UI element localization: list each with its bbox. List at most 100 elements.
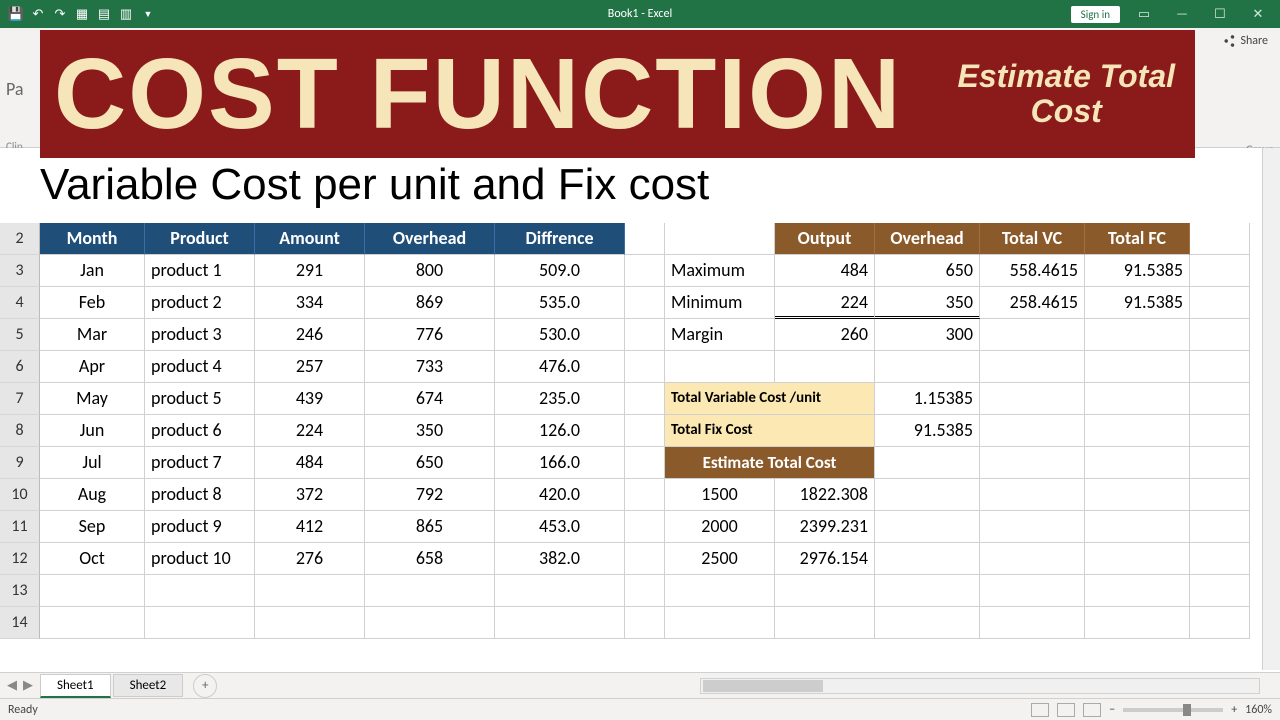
row-header[interactable]: 2 — [0, 223, 40, 255]
cell[interactable]: Oct — [40, 543, 145, 575]
redo-icon[interactable]: ↷ — [52, 6, 68, 22]
cell[interactable] — [1085, 543, 1190, 575]
sheet-tab-active[interactable]: Sheet1 — [40, 674, 111, 698]
cell[interactable] — [1190, 223, 1250, 255]
tab-prev-icon[interactable]: ◀ — [7, 678, 17, 693]
cell[interactable]: 246 — [255, 319, 365, 351]
cell[interactable] — [1085, 607, 1190, 639]
cell[interactable] — [625, 287, 665, 319]
cell[interactable]: 530.0 — [495, 319, 625, 351]
share-button[interactable]: Share — [1222, 34, 1268, 48]
cell[interactable]: 166.0 — [495, 447, 625, 479]
cell[interactable] — [980, 415, 1085, 447]
cell[interactable] — [980, 479, 1085, 511]
cell[interactable] — [1085, 575, 1190, 607]
cell[interactable] — [625, 351, 665, 383]
cell[interactable] — [625, 479, 665, 511]
row-header[interactable]: 8 — [0, 415, 40, 447]
view-normal-icon[interactable] — [1031, 703, 1049, 717]
close-icon[interactable]: ✕ — [1244, 7, 1272, 22]
cell[interactable]: 224 — [255, 415, 365, 447]
cell[interactable] — [625, 511, 665, 543]
cell[interactable]: Minimum — [665, 287, 775, 319]
cell[interactable]: 372 — [255, 479, 365, 511]
cell[interactable]: 350 — [875, 287, 980, 319]
cell[interactable] — [875, 511, 980, 543]
cell[interactable] — [875, 607, 980, 639]
cell[interactable] — [875, 351, 980, 383]
cell[interactable] — [625, 607, 665, 639]
cell[interactable] — [1190, 255, 1250, 287]
cell[interactable]: product 2 — [145, 287, 255, 319]
row-header[interactable]: 10 — [0, 479, 40, 511]
cell[interactable]: Jan — [40, 255, 145, 287]
cell-grid[interactable]: MonthProductAmountOverheadDiffrenceOutpu… — [40, 223, 1260, 639]
cell[interactable] — [875, 479, 980, 511]
cell[interactable] — [980, 607, 1085, 639]
cell[interactable] — [255, 575, 365, 607]
cell[interactable] — [1085, 383, 1190, 415]
row-header[interactable]: 12 — [0, 543, 40, 575]
cell[interactable]: Mar — [40, 319, 145, 351]
cell[interactable]: 558.4615 — [980, 255, 1085, 287]
column-header[interactable]: Overhead — [365, 223, 495, 255]
cell[interactable] — [625, 575, 665, 607]
cell[interactable]: product 1 — [145, 255, 255, 287]
column-header[interactable]: Overhead — [875, 223, 980, 255]
cell[interactable] — [980, 511, 1085, 543]
cell[interactable]: 776 — [365, 319, 495, 351]
cell[interactable]: 350 — [365, 415, 495, 447]
cell[interactable] — [1085, 511, 1190, 543]
cell[interactable]: 484 — [255, 447, 365, 479]
cell[interactable] — [665, 575, 775, 607]
save-icon[interactable]: 💾 — [8, 6, 24, 22]
cell[interactable]: 91.5385 — [1085, 255, 1190, 287]
cell[interactable]: 126.0 — [495, 415, 625, 447]
cell[interactable] — [625, 319, 665, 351]
cell[interactable] — [775, 607, 875, 639]
cell[interactable]: 300 — [875, 319, 980, 351]
cell[interactable]: 2000 — [665, 511, 775, 543]
cell[interactable]: 91.5385 — [1085, 287, 1190, 319]
cell[interactable] — [1085, 479, 1190, 511]
cell[interactable] — [625, 223, 665, 255]
column-header[interactable]: Amount — [255, 223, 365, 255]
zoom-out-button[interactable]: − — [1109, 703, 1115, 717]
row-header[interactable]: 14 — [0, 607, 40, 639]
cell[interactable]: 235.0 — [495, 383, 625, 415]
cell[interactable] — [980, 383, 1085, 415]
cell[interactable]: product 3 — [145, 319, 255, 351]
view-pagebreak-icon[interactable] — [1083, 703, 1101, 717]
qat-dropdown-icon[interactable]: ▼ — [140, 6, 156, 22]
cell[interactable] — [980, 447, 1085, 479]
cell[interactable] — [625, 383, 665, 415]
cell[interactable] — [1190, 607, 1250, 639]
cell[interactable]: product 8 — [145, 479, 255, 511]
cell[interactable]: Apr — [40, 351, 145, 383]
cell[interactable] — [625, 543, 665, 575]
row-header[interactable]: 6 — [0, 351, 40, 383]
column-header[interactable]: Diffrence — [495, 223, 625, 255]
cell[interactable] — [625, 255, 665, 287]
cell[interactable] — [1190, 479, 1250, 511]
cell[interactable]: 260 — [775, 319, 875, 351]
cell[interactable]: 276 — [255, 543, 365, 575]
qat-icon-1[interactable]: ▦ — [74, 6, 90, 22]
column-header[interactable]: Month — [40, 223, 145, 255]
cell[interactable]: 650 — [365, 447, 495, 479]
maximize-icon[interactable]: ☐ — [1206, 7, 1234, 22]
cell[interactable]: 334 — [255, 287, 365, 319]
sheet-tab-inactive[interactable]: Sheet2 — [113, 674, 184, 697]
row-header[interactable]: 3 — [0, 255, 40, 287]
new-sheet-button[interactable]: + — [193, 674, 217, 698]
cell[interactable]: 650 — [875, 255, 980, 287]
cell[interactable]: 865 — [365, 511, 495, 543]
cell[interactable]: Total Fix Cost — [665, 415, 875, 447]
cell[interactable]: 453.0 — [495, 511, 625, 543]
cell[interactable]: Sep — [40, 511, 145, 543]
cell[interactable] — [495, 575, 625, 607]
cell[interactable] — [145, 607, 255, 639]
cell[interactable]: 535.0 — [495, 287, 625, 319]
cell[interactable] — [1190, 383, 1250, 415]
cell[interactable]: Feb — [40, 287, 145, 319]
